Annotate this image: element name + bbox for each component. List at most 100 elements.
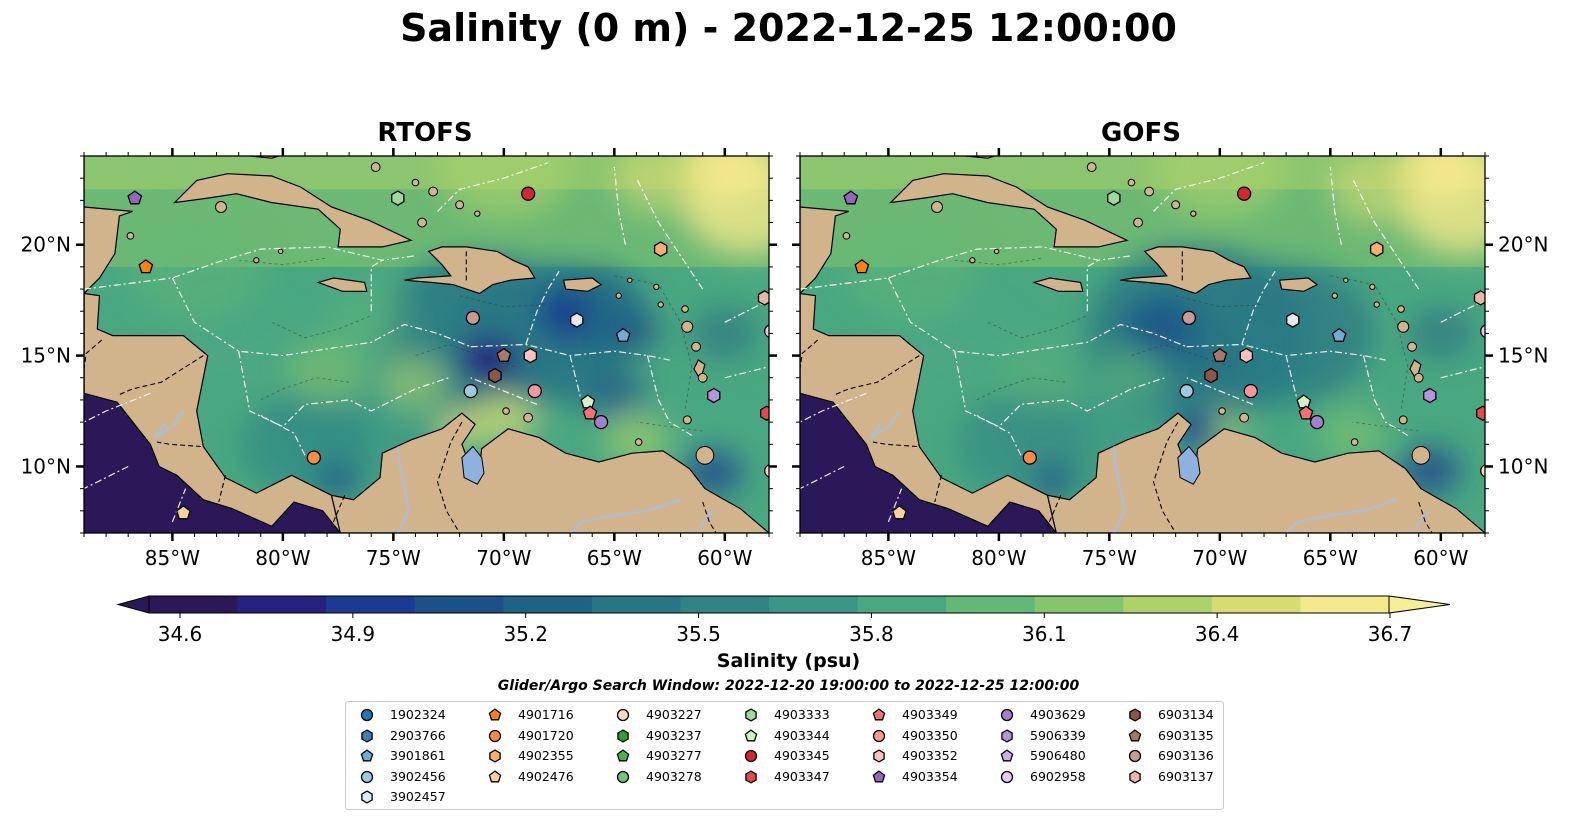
- eez-boundary: [260, 414, 306, 456]
- float-marker-6903134: [1204, 367, 1218, 384]
- float-marker-6903136: [465, 310, 481, 326]
- country-border: [1046, 495, 1062, 527]
- land-small-island: [842, 232, 851, 240]
- colorbar-swatch: [1300, 596, 1390, 613]
- land-small-island: [502, 407, 510, 415]
- legend-label: 1902324: [390, 707, 446, 722]
- river: [153, 410, 185, 439]
- legend-marker: [361, 790, 373, 804]
- legend-marker-4903629: [1000, 708, 1014, 722]
- land-small-island: [1373, 301, 1380, 308]
- map-frame: [799, 155, 1486, 534]
- legend-marker: [488, 708, 502, 721]
- salinity-anomaly: [1407, 306, 1474, 361]
- salinity-anomaly: [1032, 464, 1077, 500]
- float-marker-4903347: [1476, 405, 1485, 422]
- eez-boundary: [800, 465, 845, 490]
- legend-marker-4903344: [744, 728, 758, 741]
- float-marker-4903349: [582, 405, 598, 420]
- float-marker-4903345: [1236, 186, 1252, 201]
- legend-marker-4903350: [872, 729, 886, 742]
- land-south-america: [330, 412, 769, 533]
- float-marker-4902476: [892, 505, 907, 520]
- legend-label: 4903237: [646, 727, 702, 743]
- y-tick-label: 10°N: [21, 454, 71, 478]
- legend-marker: [872, 769, 886, 782]
- land-small-island: [474, 210, 481, 217]
- land-small-island: [1190, 210, 1197, 217]
- float-marker-4903629: [1309, 414, 1325, 430]
- colorbar-label: Salinity (psu): [716, 650, 861, 672]
- float-marker-4903333: [1107, 190, 1121, 206]
- eez-boundary: [470, 377, 538, 405]
- legend-marker-4902355: [489, 749, 501, 763]
- salinity-anomaly: [691, 306, 758, 361]
- legend-marker: [361, 728, 373, 743]
- land-small-island: [126, 232, 135, 240]
- colorbar-tick-label: 36.1: [1022, 622, 1067, 646]
- float-marker-4903352: [1239, 347, 1254, 364]
- panel-title-rtofs: RTOFS: [377, 118, 473, 148]
- land-jamaica: [1032, 277, 1084, 292]
- legend-marker-4903347: [745, 769, 757, 784]
- land-small-island: [657, 301, 664, 308]
- legend-label: 5906339: [1030, 727, 1086, 743]
- eez-boundary: [1186, 377, 1254, 405]
- legend-marker: [488, 769, 502, 782]
- salinity-anomaly: [1003, 345, 1083, 410]
- country-border: [84, 339, 103, 369]
- river: [569, 498, 681, 533]
- map-panel-rtofs: 85°W 80°W 75°W 70°W 65°W 60°W 10°N 15°N 20°N: [21, 148, 777, 570]
- eez-boundary: [171, 488, 187, 523]
- land-small-island: [969, 257, 976, 264]
- pacific-ocean: [800, 393, 1057, 533]
- float-marker-4903350: [527, 383, 542, 399]
- eez-boundary: [1351, 177, 1420, 290]
- legend-marker: [1128, 749, 1142, 763]
- land-small-island: [1133, 217, 1144, 228]
- y-tick-label: 15°N: [1498, 344, 1548, 368]
- land-small-island: [214, 200, 228, 214]
- float-marker-4903227: [764, 464, 769, 478]
- float-marker-6903135: [1212, 347, 1228, 362]
- legend-marker-4903354: [872, 769, 886, 782]
- float-marker-4902476: [176, 505, 191, 520]
- legend-label: 4902476: [518, 768, 574, 784]
- colorbar-swatch: [1123, 596, 1213, 613]
- float-marker-3902456: [463, 383, 478, 399]
- country-border: [1152, 421, 1179, 533]
- legend-marker: [872, 729, 886, 742]
- legend-label: 3902457: [390, 789, 446, 804]
- legend-label: 2903766: [390, 727, 446, 743]
- land-small-island: [1086, 162, 1097, 173]
- legend-marker-4903237: [617, 728, 629, 743]
- legend-marker: [489, 749, 501, 763]
- river: [1112, 446, 1126, 533]
- float-marker-5906339: [707, 387, 721, 404]
- float-marker-4901716: [138, 259, 154, 274]
- land-hispaniola: [1120, 246, 1252, 295]
- land-small-island: [1239, 412, 1250, 423]
- legend-label: 3902456: [390, 768, 446, 784]
- float-marker-6903136: [1181, 310, 1197, 326]
- land-small-island: [1127, 178, 1136, 187]
- panel-title-gofs: GOFS: [1101, 118, 1181, 148]
- legend-marker-3902456: [360, 770, 374, 783]
- legend-marker: [360, 708, 374, 722]
- colorbar-swatch: [1034, 596, 1124, 613]
- land-small-island: [1343, 277, 1349, 283]
- map-panel-gofs: 85°W 80°W 75°W 70°W 65°W 60°W 10°N 15°N 20°N: [792, 148, 1548, 570]
- land-small-island: [455, 200, 465, 210]
- legend-marker-4903333: [745, 708, 757, 722]
- legend-marker-5906480: [1000, 749, 1014, 762]
- land-small-island: [1171, 200, 1181, 210]
- legend-marker: [1000, 770, 1014, 783]
- legend-marker-4903277: [616, 749, 630, 762]
- land-south-america: [1046, 412, 1485, 533]
- lake-maracaibo: [1177, 445, 1201, 485]
- legend-marker-4903278: [616, 770, 630, 783]
- legend-marker: [616, 770, 630, 783]
- salinity-anomaly: [1330, 156, 1419, 225]
- float-marker-4903352: [523, 347, 538, 364]
